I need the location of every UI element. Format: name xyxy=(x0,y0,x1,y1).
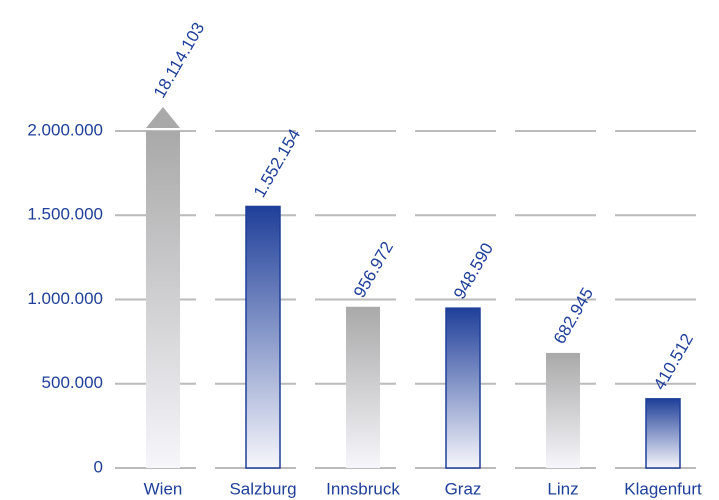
bar xyxy=(645,398,681,469)
value-label: 956.972 xyxy=(350,238,397,301)
x-tick-label: Graz xyxy=(445,479,482,498)
x-tick-label: Klagenfurt xyxy=(624,479,702,498)
x-tick-label: Wien xyxy=(144,479,183,498)
x-tick-label: Innsbruck xyxy=(326,479,400,498)
overflow-arrow xyxy=(146,107,180,128)
y-tick-label: 2.000.000 xyxy=(27,120,103,139)
value-label: 682.945 xyxy=(550,284,597,347)
bar xyxy=(445,307,481,469)
y-tick-label: 500.000 xyxy=(42,373,103,392)
y-tick-label: 0 xyxy=(94,457,103,476)
bar xyxy=(245,205,281,469)
bar xyxy=(546,352,580,468)
bar xyxy=(346,306,380,468)
bar xyxy=(146,131,180,468)
value-label: 1.552.154 xyxy=(250,126,304,201)
x-tick-label: Salzburg xyxy=(229,479,296,498)
y-tick-label: 1.500.000 xyxy=(27,205,103,224)
value-label: 948.590 xyxy=(450,240,497,303)
y-tick-label: 1.000.000 xyxy=(27,289,103,308)
x-tick-label: Linz xyxy=(547,479,578,498)
value-label: 18.114.103 xyxy=(150,19,208,101)
